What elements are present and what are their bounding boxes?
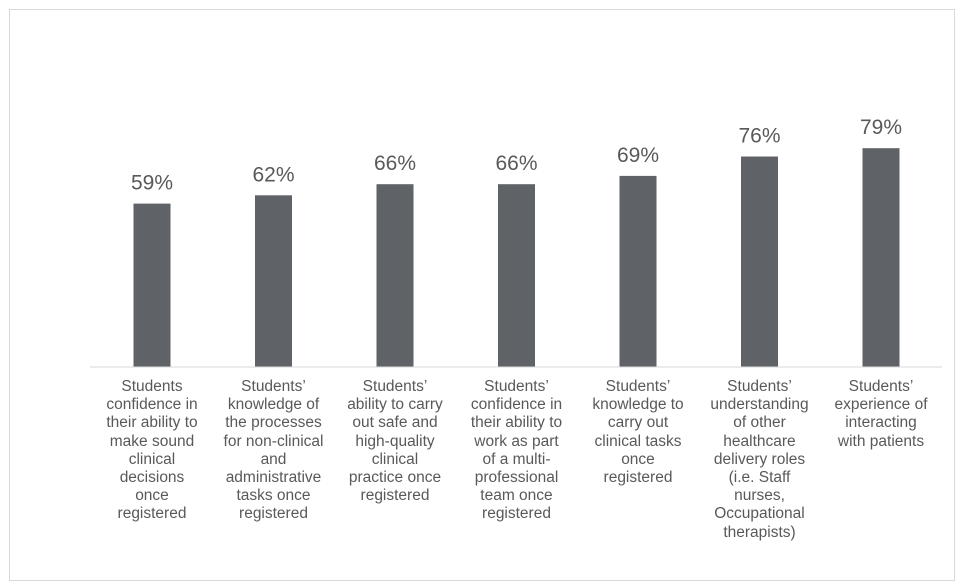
bar-7 bbox=[862, 148, 900, 367]
category-label-line: therapists) bbox=[723, 523, 796, 541]
category-label-line: for non-clinical bbox=[223, 432, 324, 450]
category-label-line: clinical tasks bbox=[594, 432, 682, 450]
data-label-6: 76% bbox=[738, 125, 780, 148]
category-label-line: registered bbox=[360, 487, 430, 505]
category-label-line: interacting bbox=[845, 414, 917, 432]
category-label-4: Students’ confidence in their ability to wo… bbox=[456, 378, 578, 524]
category-label-line: work as part bbox=[474, 432, 559, 450]
category-label-line: clinical bbox=[371, 450, 419, 468]
data-label-7: 79% bbox=[860, 116, 902, 139]
category-label-line: make sound bbox=[109, 432, 195, 450]
category-label-line: Students bbox=[121, 378, 183, 395]
category-label-line: ability to carry bbox=[347, 396, 443, 414]
chart-frame bbox=[9, 9, 955, 581]
category-label-line: experience of bbox=[834, 396, 928, 414]
category-label-7: Students’ experience of interacting with pa… bbox=[820, 378, 942, 451]
category-label-5: Students’ knowledge to carry out clinical t… bbox=[577, 378, 699, 487]
category-label-line: high-quality bbox=[355, 432, 435, 450]
category-label-line: delivery roles bbox=[713, 450, 806, 468]
data-label-4: 66% bbox=[495, 152, 537, 175]
category-label-line: registered bbox=[603, 469, 673, 487]
category-label-line: the processes bbox=[225, 414, 322, 432]
category-label-line: registered bbox=[239, 505, 308, 523]
category-label-line: Students’ bbox=[362, 378, 428, 395]
category-label-line: professional bbox=[474, 469, 559, 487]
category-label-line: registered bbox=[117, 505, 187, 523]
category-label-line: their ability to bbox=[470, 414, 563, 432]
bar-6 bbox=[741, 156, 778, 367]
bar-5 bbox=[619, 175, 657, 367]
category-label-line: and bbox=[260, 450, 287, 468]
data-label-2: 62% bbox=[252, 163, 294, 186]
category-label-line: Students’ bbox=[605, 378, 671, 395]
category-label-1: Students confidence in their ability to mak… bbox=[91, 378, 213, 524]
category-label-line: once bbox=[135, 487, 169, 505]
category-label-line: knowledge of bbox=[227, 396, 320, 414]
category-label-3: Students’ ability to carry out safe and hig… bbox=[334, 378, 456, 505]
category-label-2: Students’ knowledge of the processes for no… bbox=[213, 378, 335, 524]
category-label-6: Students’ understanding of other healthcare… bbox=[699, 378, 821, 542]
category-label-line: Students’ bbox=[848, 378, 914, 395]
bar-1 bbox=[133, 203, 171, 367]
category-label-line: tasks once bbox=[236, 487, 311, 505]
bars bbox=[133, 148, 900, 367]
category-label-line: carry out bbox=[607, 414, 669, 432]
category-label-line: of other bbox=[733, 414, 786, 432]
category-label-line: Occupational bbox=[714, 505, 805, 523]
data-label-3: 66% bbox=[374, 152, 416, 175]
category-label-line: with patients bbox=[837, 432, 925, 450]
category-label-line: knowledge to bbox=[592, 396, 684, 414]
bar-2 bbox=[255, 195, 292, 367]
category-label-line: once bbox=[621, 450, 655, 468]
category-label-line: Students’ bbox=[241, 378, 306, 395]
category-label-line: confidence in bbox=[470, 396, 563, 414]
category-label-line: Students’ bbox=[484, 378, 549, 395]
category-label-line: (i.e. Staff bbox=[728, 469, 791, 487]
bar-3 bbox=[376, 184, 414, 367]
category-label-line: understanding bbox=[710, 396, 809, 414]
category-label-line: confidence in bbox=[106, 396, 198, 414]
category-label-line: registered bbox=[482, 505, 551, 523]
data-labels: 59% 62% 66% 66% 69% 76% 79% bbox=[131, 116, 902, 194]
data-label-1: 59% bbox=[131, 172, 173, 195]
category-label-line: nurses, bbox=[734, 487, 785, 505]
category-label-line: administrative bbox=[225, 469, 322, 487]
category-label-line: team once bbox=[480, 487, 553, 505]
category-label-line: clinical bbox=[128, 450, 176, 468]
bar-4 bbox=[498, 184, 535, 367]
data-label-5: 69% bbox=[617, 144, 659, 167]
category-label-line: of a multi- bbox=[482, 450, 551, 468]
category-label-line: healthcare bbox=[723, 432, 796, 450]
category-label-line: practice once bbox=[348, 469, 442, 487]
category-label-line: out safe and bbox=[352, 414, 438, 432]
category-label-line: decisions bbox=[119, 469, 185, 487]
category-label-line: their ability to bbox=[106, 414, 198, 432]
category-label-line: Students’ bbox=[727, 378, 792, 395]
